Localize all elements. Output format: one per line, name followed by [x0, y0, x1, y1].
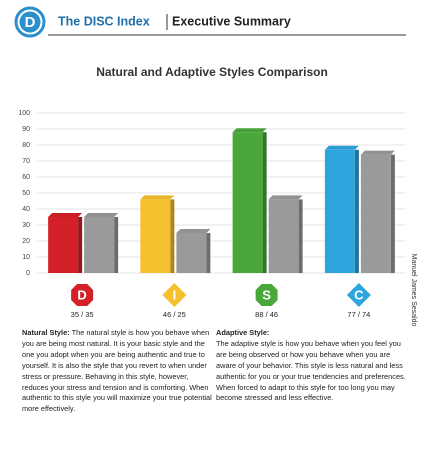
value-label: 35 / 35 [71, 310, 94, 319]
bar-top [84, 213, 119, 217]
bar [176, 233, 207, 273]
x-tick-label: I [173, 287, 177, 302]
section-text: The adaptive style is how you behave whe… [216, 338, 406, 403]
chart-title: Natural and Adaptive Styles Comparison [96, 65, 328, 79]
bar-top [360, 150, 395, 155]
bar-top [324, 145, 359, 150]
y-tick-label: 60 [22, 174, 30, 181]
x-tick-label: C [354, 287, 364, 302]
value-label: 88 / 46 [255, 310, 278, 319]
y-tick-label: 30 [22, 222, 30, 229]
bar-top [48, 213, 83, 217]
x-tick-label: D [77, 287, 86, 302]
bar [48, 217, 79, 273]
bar [268, 199, 299, 273]
logo-letter: D [25, 14, 36, 31]
y-tick-label: 50 [22, 190, 30, 197]
natural-section: Natural Style: The natural style is how … [22, 328, 214, 415]
y-tick-label: 90 [22, 126, 30, 133]
y-tick-label: 80 [22, 142, 30, 149]
bar-top [140, 195, 175, 200]
header-subtitle: Executive Summary [172, 14, 291, 28]
bar-side [170, 199, 175, 273]
badge [162, 283, 187, 307]
badge [346, 283, 371, 307]
bar-side [354, 149, 359, 273]
bar-top [268, 195, 303, 200]
bar-side [262, 132, 267, 273]
bar-side [390, 154, 395, 273]
y-tick-label: 70 [22, 158, 30, 165]
bar-top [232, 128, 267, 133]
badge [71, 284, 94, 306]
y-tick-label: 0 [26, 270, 30, 277]
value-label: 77 / 74 [347, 310, 370, 319]
bar-side [114, 217, 119, 273]
logo-disc [19, 11, 41, 33]
bar [360, 154, 391, 273]
bar-side [206, 233, 211, 273]
section-text: The natural style is how you behave when… [22, 328, 212, 414]
section-title: Natural Style: [22, 328, 70, 337]
value-label: 46 / 25 [163, 310, 186, 319]
section-title: Adaptive Style: [216, 328, 270, 337]
bar-top [176, 229, 211, 233]
bar-side [78, 217, 83, 273]
bar [140, 199, 171, 273]
bar [232, 132, 263, 273]
y-tick-label: 20 [22, 238, 30, 245]
header-title: The DISC Index [58, 14, 150, 28]
badge [255, 284, 278, 306]
y-tick-label: 40 [22, 206, 30, 213]
bar [84, 217, 115, 273]
y-tick-label: 10 [22, 254, 30, 261]
bar-side [298, 199, 303, 273]
x-tick-label: S [262, 287, 271, 302]
adaptive-section: Adaptive Style: The adaptive style is how… [216, 328, 408, 404]
bar [324, 149, 355, 273]
side-note: Manuel James Sesaldo [410, 254, 417, 327]
y-tick-label: 100 [18, 110, 30, 117]
